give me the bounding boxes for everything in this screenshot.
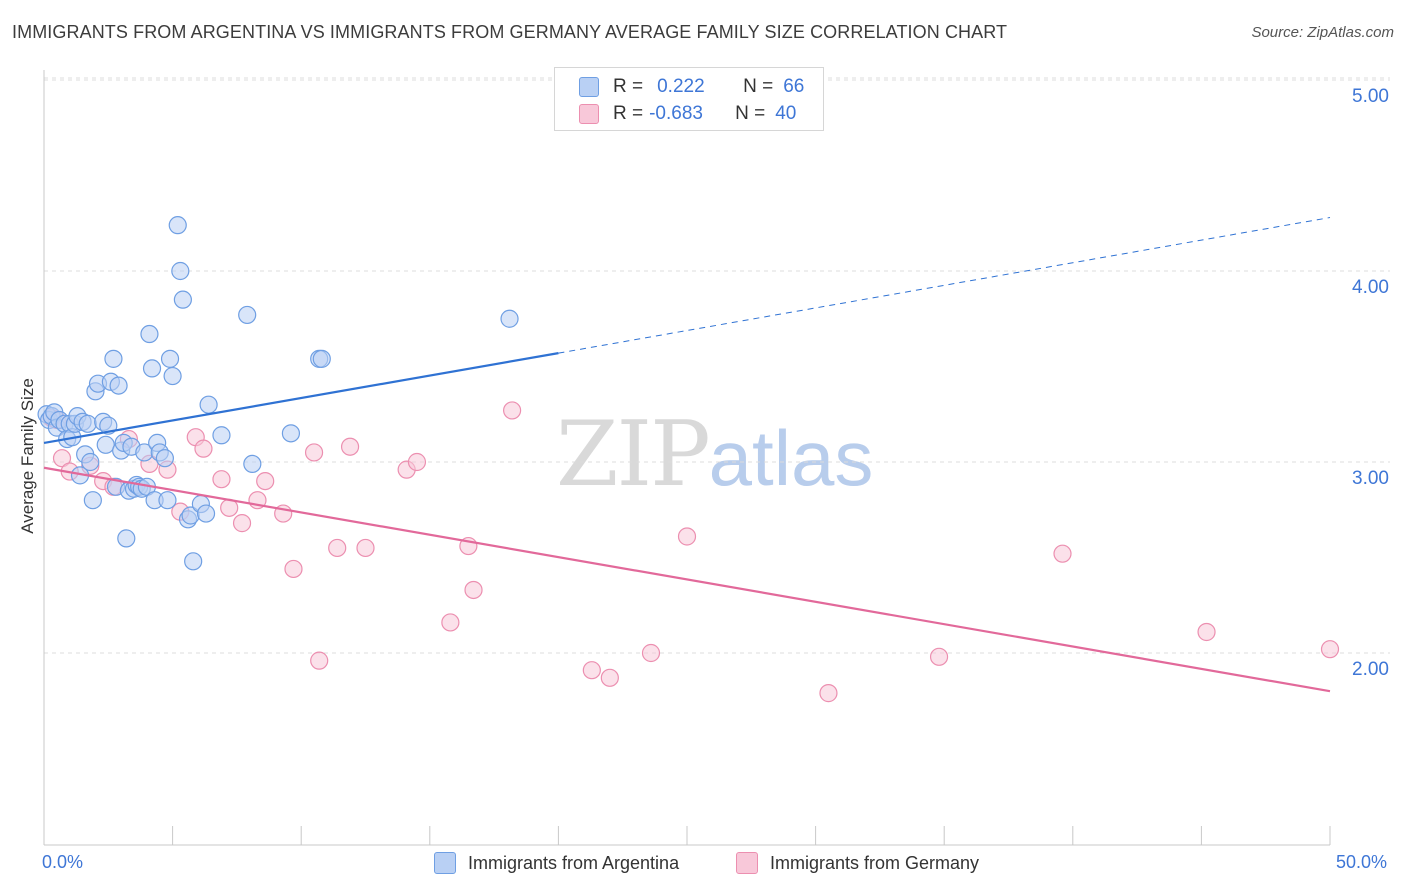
point-germany: [340, 437, 360, 456]
point-germany: [1197, 622, 1216, 642]
point-germany: [194, 439, 213, 458]
legend-n-label: N =: [735, 103, 766, 124]
point-argentina: [184, 552, 203, 571]
legend-row-germany: R = -0.683 N = 40: [579, 102, 796, 126]
point-argentina: [158, 491, 177, 510]
point-germany: [464, 580, 483, 600]
x-tick-label-max: 50.0%: [1336, 852, 1388, 872]
series-name-germany: Immigrants from Germany: [770, 852, 980, 873]
point-argentina: [142, 359, 162, 378]
point-germany: [600, 668, 619, 687]
watermark-atlas: atlas: [708, 414, 874, 502]
legend-n-value: 66: [783, 76, 805, 97]
point-argentina: [83, 491, 102, 510]
trendline-argentina: [43, 352, 559, 444]
point-argentina: [117, 529, 136, 548]
point-argentina: [78, 414, 97, 433]
point-argentina: [243, 454, 262, 474]
legend-n-value: 40: [775, 103, 797, 124]
chart-source: Source: ZipAtlas.com: [1251, 24, 1394, 41]
point-argentina: [212, 426, 231, 445]
point-germany: [256, 472, 275, 491]
legend-r-value: -0.683: [649, 103, 703, 124]
series-legend-germany: Immigrants from Germany: [736, 852, 979, 874]
point-argentina: [281, 424, 301, 443]
point-germany: [641, 643, 661, 663]
series-name-argentina: Immigrants from Argentina: [468, 852, 680, 873]
point-germany: [232, 514, 252, 533]
point-argentina: [173, 290, 192, 309]
point-germany: [582, 661, 601, 680]
trendline-germany: [43, 466, 1331, 693]
point-argentina: [160, 349, 180, 368]
point-germany: [819, 684, 838, 703]
point-argentina: [238, 305, 257, 325]
point-germany: [1053, 544, 1072, 563]
legend-n-label: N =: [743, 76, 774, 97]
point-germany: [304, 443, 324, 462]
y-tick-label-2: 2.00: [1352, 659, 1389, 680]
point-germany: [328, 538, 347, 558]
point-germany: [284, 559, 303, 579]
point-germany: [929, 647, 949, 666]
y-tick-label-4: 4.00: [1352, 277, 1389, 298]
series-swatch-germany: [736, 852, 758, 874]
legend-swatch-argentina: [579, 77, 599, 97]
series-legend: Immigrants from Argentina Immigrants fro…: [0, 852, 1406, 878]
point-germany: [310, 651, 329, 670]
point-argentina: [96, 435, 115, 454]
series-legend-argentina: Immigrants from Argentina: [434, 852, 679, 874]
point-argentina: [171, 261, 190, 281]
legend-r-label: R =: [613, 76, 644, 97]
point-germany: [677, 527, 697, 546]
point-germany: [52, 449, 72, 468]
point-argentina: [140, 324, 159, 344]
point-argentina: [312, 349, 331, 368]
point-germany: [212, 470, 231, 489]
point-argentina: [109, 376, 128, 395]
series-swatch-argentina: [434, 852, 456, 874]
point-germany: [356, 538, 375, 558]
point-germany: [441, 613, 460, 632]
chart-title: IMMIGRANTS FROM ARGENTINA VS IMMIGRANTS …: [12, 22, 1008, 42]
legend-r-value: 0.222: [657, 76, 705, 97]
correlation-legend: R = 0.222 N = 66 R = -0.683 N = 40: [554, 67, 824, 131]
point-argentina: [104, 349, 123, 368]
watermark: ZIPatlas: [556, 402, 873, 507]
point-argentina: [168, 216, 187, 235]
watermark-zip: ZIP: [556, 402, 711, 507]
point-argentina: [196, 504, 216, 523]
y-tick-label-5: 5.00: [1352, 86, 1389, 107]
point-germany: [1320, 640, 1340, 659]
legend-swatch-germany: [579, 104, 599, 124]
point-argentina: [81, 452, 100, 472]
legend-row-argentina: R = 0.222 N = 66: [579, 75, 804, 99]
point-argentina: [199, 395, 218, 414]
trendline-argentina-extension: [558, 217, 1331, 354]
point-germany: [407, 452, 427, 472]
y-tick-label-3: 3.00: [1352, 468, 1389, 489]
x-tick-label-min: 0.0%: [42, 852, 84, 872]
point-argentina: [500, 309, 519, 328]
legend-r-label: R =: [613, 103, 644, 124]
point-argentina: [163, 366, 182, 386]
point-germany: [503, 401, 522, 420]
point-argentina: [155, 449, 174, 468]
